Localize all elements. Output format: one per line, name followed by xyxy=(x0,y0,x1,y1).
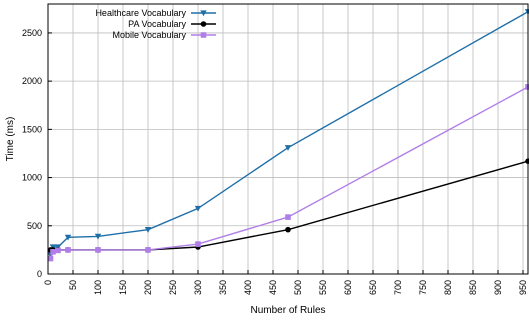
x-tick-label: 200 xyxy=(143,280,153,295)
series-2 xyxy=(47,84,529,262)
data-point xyxy=(144,227,152,233)
x-tick-label: 750 xyxy=(418,280,428,295)
x-tick-label: 450 xyxy=(268,280,278,295)
legend-label: PA Vocabulary xyxy=(128,19,186,29)
series-1 xyxy=(47,158,529,253)
x-axis-label: Number of Rules xyxy=(250,305,325,316)
series-lines xyxy=(47,9,529,262)
x-tick-label: 700 xyxy=(393,280,403,295)
x-tick-label: 850 xyxy=(468,280,478,295)
y-tick-label: 1500 xyxy=(22,124,42,134)
x-tick-label: 100 xyxy=(93,280,103,295)
data-point xyxy=(145,247,151,253)
legend-swatch-marker xyxy=(200,21,207,27)
x-tick-label: 400 xyxy=(243,280,253,295)
data-point xyxy=(47,255,54,262)
x-tick-label: 950 xyxy=(518,280,528,295)
data-point xyxy=(194,205,202,212)
x-tick-label: 300 xyxy=(193,280,203,295)
x-tick-label: 0 xyxy=(43,280,53,285)
tick-labels: 0 500 1000 1500 2000 2500 0 50 100 150 200 250 300 35… xyxy=(22,28,528,295)
legend-label: Healthcare Vocabulary xyxy=(95,8,186,18)
axes xyxy=(47,3,529,275)
x-tick-label: 600 xyxy=(343,280,353,295)
y-tick-label: 500 xyxy=(27,221,42,231)
data-point xyxy=(94,233,102,240)
data-point xyxy=(95,247,101,253)
data-point xyxy=(285,214,291,220)
x-tick-label: 150 xyxy=(118,280,128,295)
x-tick-label: 250 xyxy=(168,280,178,295)
x-tick-label: 900 xyxy=(493,280,503,295)
data-point xyxy=(285,226,291,233)
x-tick-label: 350 xyxy=(218,280,228,295)
x-tick-label: 800 xyxy=(443,280,453,295)
x-tick-label: 50 xyxy=(68,280,78,290)
y-tick-label: 2500 xyxy=(22,28,42,38)
data-point xyxy=(195,241,201,247)
legend-swatch-marker xyxy=(200,10,207,17)
data-point xyxy=(55,247,61,254)
x-tick-label: 500 xyxy=(293,280,303,295)
plot-frame xyxy=(47,3,529,275)
data-point xyxy=(65,247,71,253)
legend-label: Mobile Vocabulary xyxy=(112,30,186,40)
y-tick-label: 0 xyxy=(37,269,42,279)
y-axis-label: Time (ms) xyxy=(5,117,16,162)
series-0 xyxy=(47,9,529,258)
series-line xyxy=(50,160,529,251)
data-point xyxy=(64,234,72,241)
data-point xyxy=(284,145,292,151)
data-point xyxy=(50,249,56,255)
grid-lines xyxy=(47,4,528,275)
x-tick-label: 650 xyxy=(368,280,378,295)
legend-swatch-marker xyxy=(200,32,207,38)
x-tick-label: 550 xyxy=(318,280,328,295)
data-point xyxy=(525,84,529,90)
y-tick-label: 2000 xyxy=(22,76,42,86)
y-tick-label: 1000 xyxy=(22,173,42,183)
